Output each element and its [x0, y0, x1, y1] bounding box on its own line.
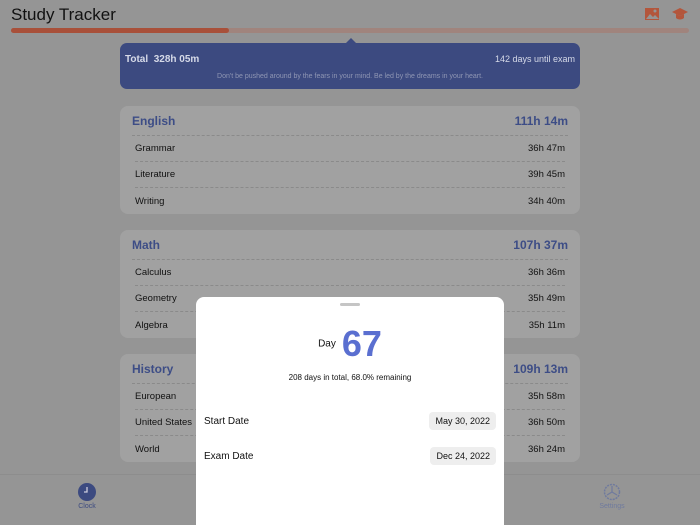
topic-time: 35h 11m [528, 319, 565, 331]
subject-name[interactable]: History [132, 361, 174, 376]
topic-time: 36h 24m [528, 443, 565, 455]
topic-name: Geometry [135, 293, 177, 304]
day-number: 67 [341, 323, 382, 364]
tab-clock[interactable]: Clock [67, 483, 107, 510]
topic-name: Algebra [135, 319, 168, 331]
topic-row[interactable]: Literature 39h 45m [135, 162, 565, 188]
topic-time: 36h 47m [528, 143, 565, 154]
subject-card: English 111h 14m Grammar 36h 47m Literature 3… [120, 106, 580, 214]
topic-name: United States [135, 417, 193, 428]
start-date-label: Start Date [204, 415, 250, 427]
topic-row[interactable]: Grammar 36h 47m [135, 136, 565, 162]
subject-name[interactable]: Math [132, 237, 160, 252]
topic-time: 35h 58m [528, 391, 565, 402]
tab-label: Settings [599, 503, 625, 510]
topic-time: 34h 40m [528, 195, 565, 207]
clock-icon [78, 483, 96, 501]
total-value: 328h 05m [153, 54, 200, 65]
sheet-grabber[interactable] [340, 303, 360, 306]
exam-progress-bar [11, 28, 689, 33]
topic-name: World [135, 443, 160, 455]
total-banner: Total 328h 05m 142 days until exam Don't… [120, 38, 580, 89]
subject-total: 111h 14m [514, 113, 568, 128]
start-date-picker[interactable]: May 30, 2022 [429, 412, 496, 430]
app-title: Study Tracker [11, 5, 116, 24]
topic-time: 36h 50m [528, 417, 565, 428]
tab-settings[interactable]: Settings [592, 483, 632, 510]
subject-total: 109h 13m [513, 361, 568, 376]
topic-name: Grammar [135, 143, 176, 154]
progress-fill [11, 28, 230, 33]
topic-row[interactable]: Algebra 35h 11m [135, 312, 565, 338]
topic-time: 39h 45m [528, 169, 565, 180]
topic-row[interactable]: Calculus 36h 36m [135, 260, 565, 286]
topic-time: 35h 49m [528, 293, 565, 304]
topic-name: European [135, 391, 177, 402]
days-until-exam: 142 days until exam [494, 54, 575, 64]
exam-date-picker[interactable]: Dec 24, 2022 [430, 447, 496, 465]
topic-name: Calculus [135, 267, 172, 278]
topic-row[interactable]: Writing 34h 40m [135, 188, 565, 214]
topic-name: Writing [135, 195, 165, 207]
quote: Don't be pushed around by the fears in y… [217, 73, 483, 80]
topic-time: 36h 36m [528, 267, 565, 278]
graduation-cap-icon[interactable] [672, 6, 688, 22]
gear-icon [603, 483, 621, 501]
total-summary: Total 328h 05m [125, 54, 199, 65]
subject-name[interactable]: English [132, 113, 176, 128]
image-icon[interactable] [644, 6, 660, 22]
topic-name: Literature [135, 169, 176, 180]
day-detail-sheet: Day 67 208 days in total, 68.0% remaining… [196, 297, 504, 525]
subject-total: 107h 37m [513, 237, 568, 252]
tab-label: Clock [78, 503, 96, 510]
exam-date-label: Exam Date [204, 450, 254, 462]
topic-row[interactable]: World 36h 24m [135, 436, 565, 462]
days-summary: 208 days in total, 68.0% remaining [288, 373, 412, 382]
total-label: Total [125, 54, 149, 65]
day-label: Day [318, 338, 336, 350]
